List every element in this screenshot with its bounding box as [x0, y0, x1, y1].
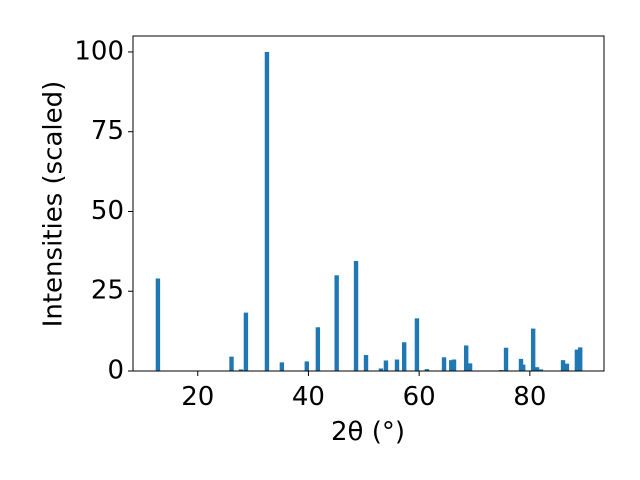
bar: [279, 362, 285, 371]
bar: [564, 363, 570, 371]
bar: [394, 359, 400, 371]
x-tick-label: 80: [513, 382, 546, 412]
bar: [560, 360, 566, 371]
x-tick-label: 60: [403, 382, 436, 412]
bar: [520, 364, 526, 371]
y-tick-label: 0: [107, 356, 124, 386]
bar: [243, 312, 249, 371]
bar: [414, 318, 420, 371]
bar: [401, 342, 407, 371]
x-tick-label: 40: [292, 382, 325, 412]
bar: [155, 278, 161, 371]
bar: [530, 328, 536, 371]
plot-area: [155, 51, 583, 371]
bar: [353, 260, 359, 371]
bar: [363, 355, 369, 371]
bar: [538, 369, 544, 371]
bar: [518, 358, 524, 371]
bar: [424, 369, 430, 371]
x-axis-label: 2θ (°): [331, 417, 405, 447]
bar: [449, 360, 454, 371]
bar: [383, 360, 389, 371]
bar: [238, 369, 244, 371]
bar: [463, 345, 469, 371]
y-axis-label: Intensities (scaled): [39, 81, 69, 328]
bar: [441, 357, 447, 371]
y-tick-label: 75: [91, 116, 124, 146]
bar: [503, 347, 509, 371]
y-tick-label: 100: [74, 36, 124, 66]
bar: [534, 367, 540, 371]
bar: [315, 327, 321, 371]
bar: [451, 359, 457, 371]
bar: [574, 349, 580, 371]
y-tick-label: 50: [91, 196, 124, 226]
axes-frame: [132, 35, 605, 372]
bar: [378, 368, 384, 371]
bar: [264, 51, 270, 371]
bar: [304, 361, 309, 371]
bar: [467, 363, 473, 371]
x-tick-label: 20: [181, 382, 214, 412]
y-tick-label: 25: [91, 276, 124, 306]
bar: [229, 356, 234, 371]
bar: [334, 275, 339, 371]
bar: [578, 347, 583, 371]
